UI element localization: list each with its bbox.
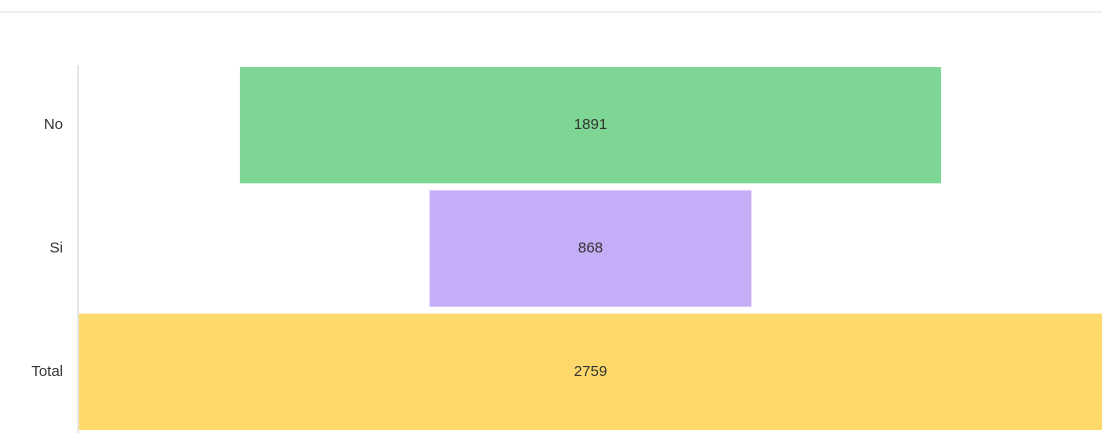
category-label: Total [31,363,63,380]
funnel-bar [239,67,942,184]
funnel-bar [79,313,1102,430]
value-label: 2759 [574,363,607,380]
category-label: No [44,116,63,133]
value-label: 868 [578,239,603,256]
category-label: Si [50,239,63,256]
value-label: 1891 [574,116,607,133]
funnel-bar [429,190,752,307]
